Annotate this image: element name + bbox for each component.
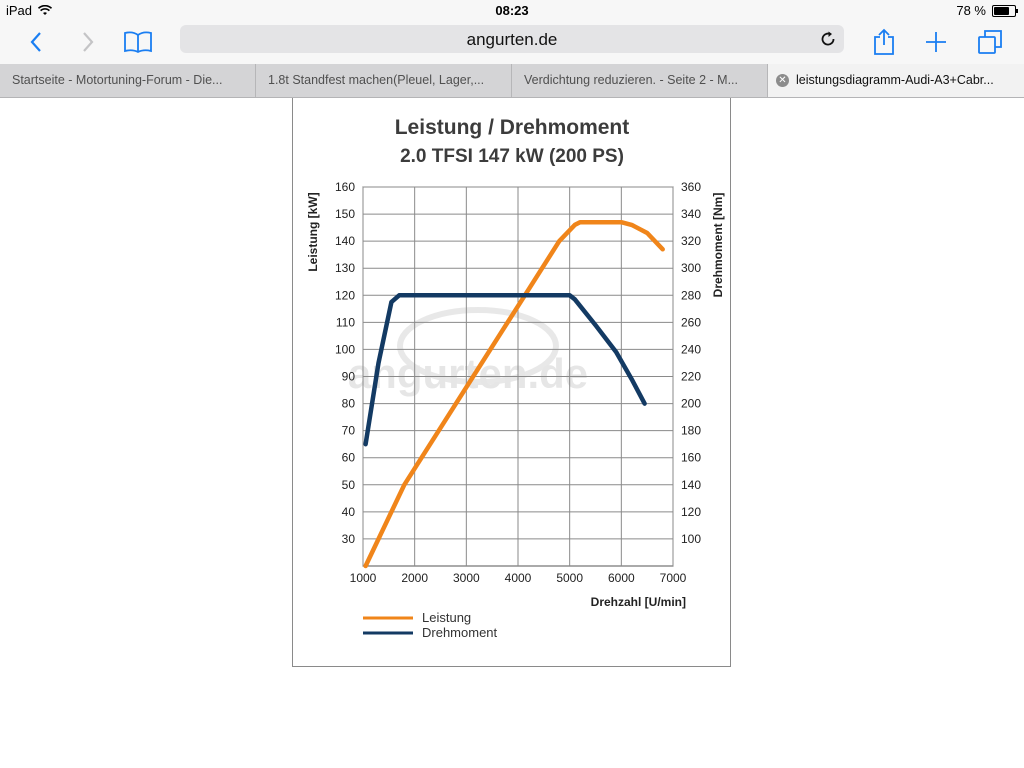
x-axis-label: Drehzahl [U/min] [591,595,686,609]
tab-bar: Startseite - Motortuning-Forum - Die... … [0,64,1024,98]
series-line-drehmoment [363,293,647,447]
tab-verdichtung[interactable]: Verdichtung reduzieren. - Seite 2 - M... [512,64,768,97]
power-torque-chart: Leistung / Drehmoment 2.0 TFSI 147 kW (2… [306,116,725,640]
y-right-tick-label: 120 [681,505,701,519]
y-right-tick-label: 180 [681,424,701,438]
y-right-tick-label: 320 [681,234,701,248]
tab-standfest[interactable]: 1.8t Standfest machen(Pleuel, Lager,... [256,64,512,97]
address-bar[interactable]: angurten.de [180,25,844,53]
legend: Leistung Drehmoment [363,610,498,640]
book-icon [124,31,152,54]
back-button[interactable] [18,25,54,59]
new-tab-button[interactable] [918,25,954,59]
y-left-tick-label: 140 [335,234,355,248]
y-left-tick-label: 50 [342,478,356,492]
y-right-tick-label: 240 [681,342,701,356]
x-tick-label: 5000 [556,571,583,585]
y-right-tick-label: 280 [681,288,701,302]
y-right-tick-label: 200 [681,397,701,411]
tabs-icon [978,30,1002,54]
y-right-tick-label: 100 [681,532,701,546]
legend-label-drehmoment: Drehmoment [422,625,498,640]
y-right-tick-label: 220 [681,370,701,384]
x-tick-label: 2000 [401,571,428,585]
tab-label: Startseite - Motortuning-Forum - Die... [12,73,223,87]
series-line-leistung [363,219,665,569]
status-time: 08:23 [495,3,529,18]
url-text: angurten.de [466,30,558,49]
forward-button[interactable] [70,25,106,59]
y-left-tick-label: 120 [335,288,355,302]
y-axis-left-label: Leistung [kW] [306,192,320,271]
status-left: iPad [6,3,53,18]
chart-series [363,219,665,569]
y-left-tick-label: 90 [342,370,356,384]
y-left-tick-label: 60 [342,451,356,465]
wifi-icon [38,5,53,15]
x-tick-label: 6000 [608,571,635,585]
chevron-right-icon [83,32,94,52]
status-bar: iPad 08:23 78 % [0,0,1024,22]
y-right-tick-label: 300 [681,261,701,275]
tabs-button[interactable] [972,25,1008,59]
status-right: 78 % [956,3,1018,18]
y-right-tick-label: 340 [681,207,701,221]
battery-icon [992,4,1018,17]
reload-icon[interactable] [818,29,838,49]
y-axis-left-ticks: 30 40 50 60 70 80 90 100 110 120 130 140 150 160 [335,180,355,546]
y-right-tick-label: 260 [681,315,701,329]
close-tab-icon[interactable]: ✕ [776,74,789,87]
browser-toolbar: angurten.de [0,22,1024,64]
watermark: angurten.de [348,307,588,397]
x-tick-label: 4000 [505,571,532,585]
chart-frame: Leistung / Drehmoment 2.0 TFSI 147 kW (2… [292,98,731,667]
y-right-tick-label: 140 [681,478,701,492]
tab-leistungsdiagramm[interactable]: ✕ leistungsdiagramm-Audi-A3+Cabr... [768,64,1024,97]
plus-icon [926,32,946,52]
y-axis-right-ticks: 100 120 140 160 180 200 220 240 260 280 300 320 340 3… [681,180,701,546]
y-left-tick-label: 130 [335,261,355,275]
chart-grid [362,186,674,567]
chevron-left-icon [30,32,41,52]
x-tick-label: 7000 [660,571,687,585]
y-left-tick-label: 160 [335,180,355,194]
x-tick-label: 3000 [453,571,480,585]
y-right-tick-label: 360 [681,180,701,194]
x-axis-ticks: 1000 2000 3000 4000 5000 6000 7000 [350,571,687,585]
tab-label: Verdichtung reduzieren. - Seite 2 - M... [524,73,738,87]
y-left-tick-label: 70 [342,424,356,438]
chart-title: Leistung / Drehmoment [395,116,630,139]
tab-motortuning-forum[interactable]: Startseite - Motortuning-Forum - Die... [0,64,256,97]
y-left-tick-label: 100 [335,342,355,356]
y-left-tick-label: 40 [342,505,356,519]
x-tick-label: 1000 [350,571,377,585]
share-icon [874,28,894,55]
y-left-tick-label: 110 [336,315,355,329]
tab-label: 1.8t Standfest machen(Pleuel, Lager,... [268,73,485,87]
y-left-tick-label: 30 [342,532,356,546]
y-axis-right-label: Drehmoment [Nm] [711,193,725,298]
y-left-tick-label: 150 [335,207,355,221]
watermark-text: angurten.de [348,350,588,397]
device-name: iPad [6,3,33,18]
battery-percentage: 78 % [956,3,986,18]
y-left-tick-label: 80 [342,397,356,411]
chart-subtitle: 2.0 TFSI 147 kW (200 PS) [400,146,624,167]
legend-label-leistung: Leistung [422,610,471,625]
share-button[interactable] [866,25,902,59]
tab-label: leistungsdiagramm-Audi-A3+Cabr... [796,73,994,87]
page-content: Leistung / Drehmoment 2.0 TFSI 147 kW (2… [0,98,1024,768]
bookmarks-button[interactable] [120,25,156,59]
y-right-tick-label: 160 [681,451,701,465]
